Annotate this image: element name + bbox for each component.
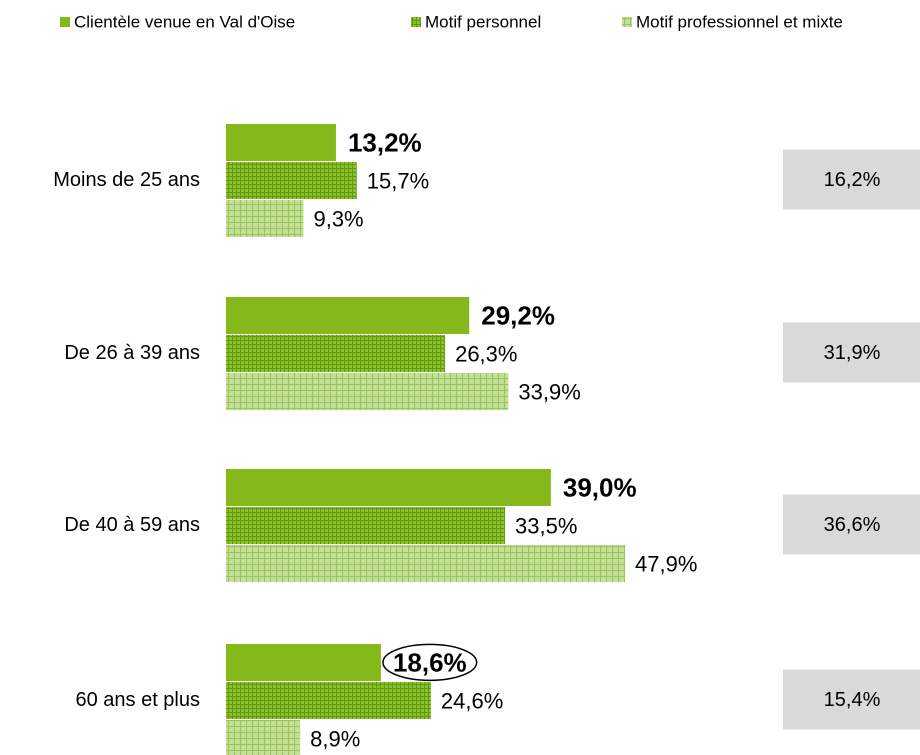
- value-label: 26,3%: [455, 341, 517, 366]
- value-label: 33,5%: [515, 513, 577, 538]
- value-label: 47,9%: [635, 551, 697, 576]
- legend-label: Motif personnel: [425, 12, 541, 31]
- label-circle: [382, 643, 478, 682]
- bar: [226, 507, 506, 544]
- legend-label: Motif professionnel et mixte: [636, 12, 843, 31]
- value-label: 33,9%: [518, 379, 580, 404]
- bar: [226, 682, 431, 719]
- value-label: 24,6%: [441, 688, 503, 713]
- legend-label: Clientèle venue en Val d'Oise: [74, 12, 295, 31]
- bar: [226, 335, 446, 372]
- value-label: 18,6%: [393, 647, 467, 677]
- reference-label: 15,4%: [824, 689, 881, 711]
- category-label: 60 ans et plus: [75, 689, 200, 711]
- category-label: De 26 à 39 ans: [64, 342, 200, 364]
- value-label: 15,7%: [367, 168, 429, 193]
- reference-label: 36,6%: [824, 514, 881, 536]
- value-label: 39,0%: [563, 472, 637, 502]
- reference-label: 31,9%: [824, 342, 881, 364]
- value-label: 29,2%: [481, 300, 555, 330]
- legend-swatch: [60, 17, 70, 27]
- category-label: Moins de 25 ans: [53, 169, 200, 191]
- value-label: 8,9%: [310, 726, 360, 751]
- reference-box: [783, 322, 920, 383]
- value-label: 13,2%: [348, 127, 422, 157]
- bar: [226, 545, 626, 582]
- legend-swatch: [411, 17, 421, 27]
- legend-swatch: [622, 17, 632, 27]
- bar: [226, 720, 301, 755]
- bar: [226, 373, 509, 410]
- bar: [226, 297, 470, 334]
- bar: [226, 124, 336, 161]
- reference-box: [783, 669, 920, 730]
- category-label: De 40 à 59 ans: [64, 514, 200, 536]
- value-label: 9,3%: [313, 206, 363, 231]
- bar: [226, 162, 357, 199]
- bar: [226, 469, 551, 506]
- reference-box: [783, 149, 920, 210]
- reference-box: [783, 494, 920, 555]
- bar: [226, 200, 304, 237]
- reference-label: 16,2%: [824, 169, 881, 191]
- bar: [226, 644, 381, 681]
